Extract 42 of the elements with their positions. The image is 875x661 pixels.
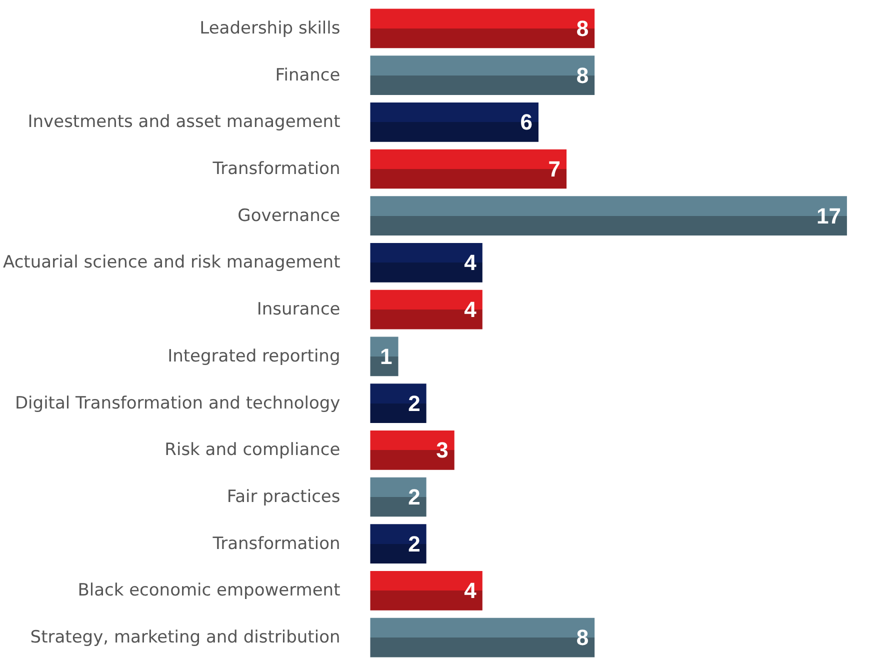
- data-label: 8: [576, 625, 589, 650]
- bar: [370, 618, 595, 658]
- bar: [370, 8, 595, 48]
- data-label: 8: [576, 16, 589, 41]
- y-tick-label: Integrated reporting: [168, 346, 340, 366]
- bar: [370, 524, 426, 564]
- bar: [370, 430, 454, 470]
- data-label: 8: [576, 62, 589, 88]
- y-tick-label: Risk and compliance: [164, 440, 340, 460]
- bar: [370, 243, 482, 282]
- bar: [370, 102, 538, 142]
- data-label: 2: [408, 531, 420, 556]
- data-label: 2: [408, 484, 420, 510]
- bar: [370, 196, 847, 236]
- y-tick-label: Insurance: [256, 300, 340, 320]
- bar: [370, 384, 426, 423]
- data-label: 1: [380, 344, 392, 369]
- data-label: 4: [464, 578, 478, 604]
- data-label: 4: [464, 250, 478, 276]
- bar: [370, 290, 482, 330]
- y-tick-label: Digital Transformation and technology: [14, 393, 340, 414]
- bar: [370, 56, 595, 95]
- data-label: 3: [436, 438, 448, 463]
- data-label: 6: [520, 110, 532, 135]
- y-tick-label: Transformation: [212, 159, 340, 179]
- data-label: 17: [816, 203, 841, 228]
- y-tick-label: Transformation: [212, 534, 340, 554]
- bar: [370, 477, 426, 517]
- bar: [370, 149, 567, 189]
- y-tick-label: Investments and asset management: [28, 112, 341, 132]
- y-tick-label: Finance: [275, 65, 340, 86]
- y-tick-label: Black economic empowerment: [78, 580, 341, 601]
- y-tick-label: Governance: [238, 206, 340, 226]
- data-label: 4: [464, 297, 478, 322]
- bar: [370, 336, 398, 376]
- bar: [370, 571, 482, 610]
- y-tick-label: Actuarial science and risk management: [2, 252, 341, 273]
- data-label: 7: [548, 156, 561, 182]
- y-tick-label: Strategy, marketing and distribution: [30, 628, 340, 648]
- y-tick-label: Fair practices: [226, 487, 340, 507]
- y-tick-label: Leadership skills: [200, 18, 340, 38]
- data-label: 2: [408, 390, 420, 416]
